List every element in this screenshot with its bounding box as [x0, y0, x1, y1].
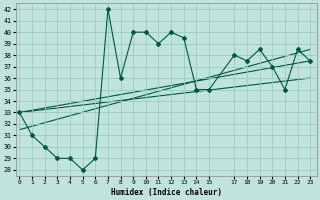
X-axis label: Humidex (Indice chaleur): Humidex (Indice chaleur) [111, 188, 221, 197]
